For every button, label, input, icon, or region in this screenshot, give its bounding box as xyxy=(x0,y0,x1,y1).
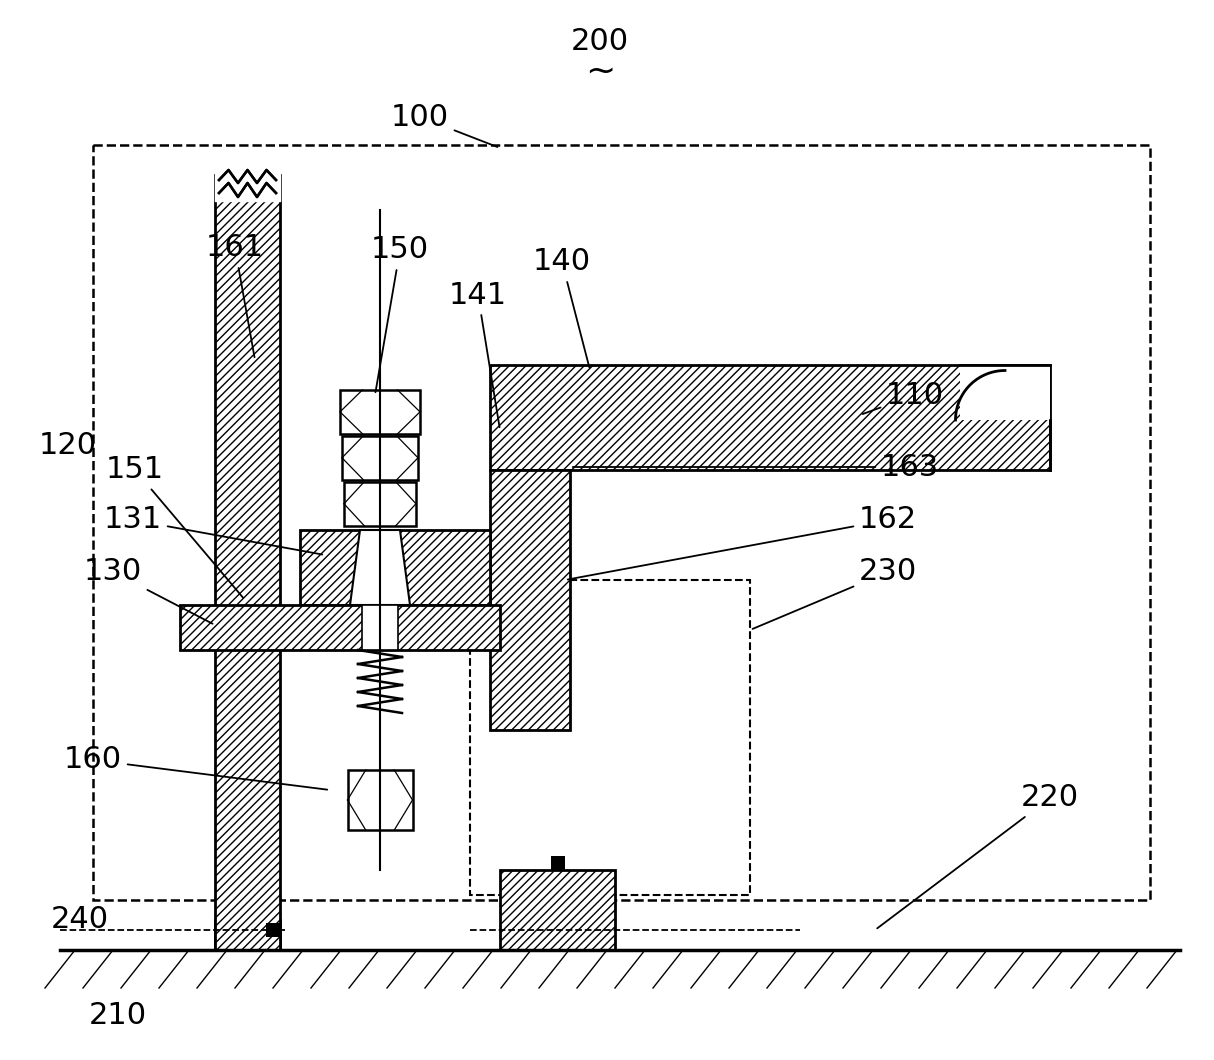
Text: 150: 150 xyxy=(371,235,429,392)
Bar xyxy=(470,580,750,895)
Text: 100: 100 xyxy=(391,103,498,147)
Text: 161: 161 xyxy=(206,233,265,357)
Text: 151: 151 xyxy=(106,456,243,598)
Text: 131: 131 xyxy=(104,506,322,554)
Text: 240: 240 xyxy=(51,905,109,935)
Text: 130: 130 xyxy=(84,558,212,623)
Text: 163: 163 xyxy=(573,453,940,481)
Text: 220: 220 xyxy=(878,783,1079,929)
Bar xyxy=(490,365,1050,470)
Bar xyxy=(362,605,398,650)
Text: 230: 230 xyxy=(753,558,917,629)
Text: 120: 120 xyxy=(39,430,97,459)
Bar xyxy=(340,390,420,434)
Polygon shape xyxy=(350,530,410,605)
Bar xyxy=(266,923,280,937)
Text: 210: 210 xyxy=(89,1001,147,1029)
Text: 141: 141 xyxy=(449,281,507,427)
Bar xyxy=(300,530,490,605)
Bar xyxy=(344,482,416,526)
Bar xyxy=(500,870,615,950)
Bar xyxy=(215,920,280,950)
Bar xyxy=(490,470,571,730)
Bar xyxy=(347,770,413,830)
Text: 162: 162 xyxy=(568,506,917,580)
Bar xyxy=(180,605,500,650)
Text: 140: 140 xyxy=(533,247,591,368)
Text: 200: 200 xyxy=(571,28,629,56)
Text: 110: 110 xyxy=(863,381,944,414)
Text: 160: 160 xyxy=(64,745,328,790)
Bar xyxy=(342,436,418,480)
Bar xyxy=(215,175,280,950)
Bar xyxy=(960,365,1050,420)
Bar xyxy=(93,145,1150,900)
Bar xyxy=(550,856,565,870)
Text: ~: ~ xyxy=(585,55,615,89)
